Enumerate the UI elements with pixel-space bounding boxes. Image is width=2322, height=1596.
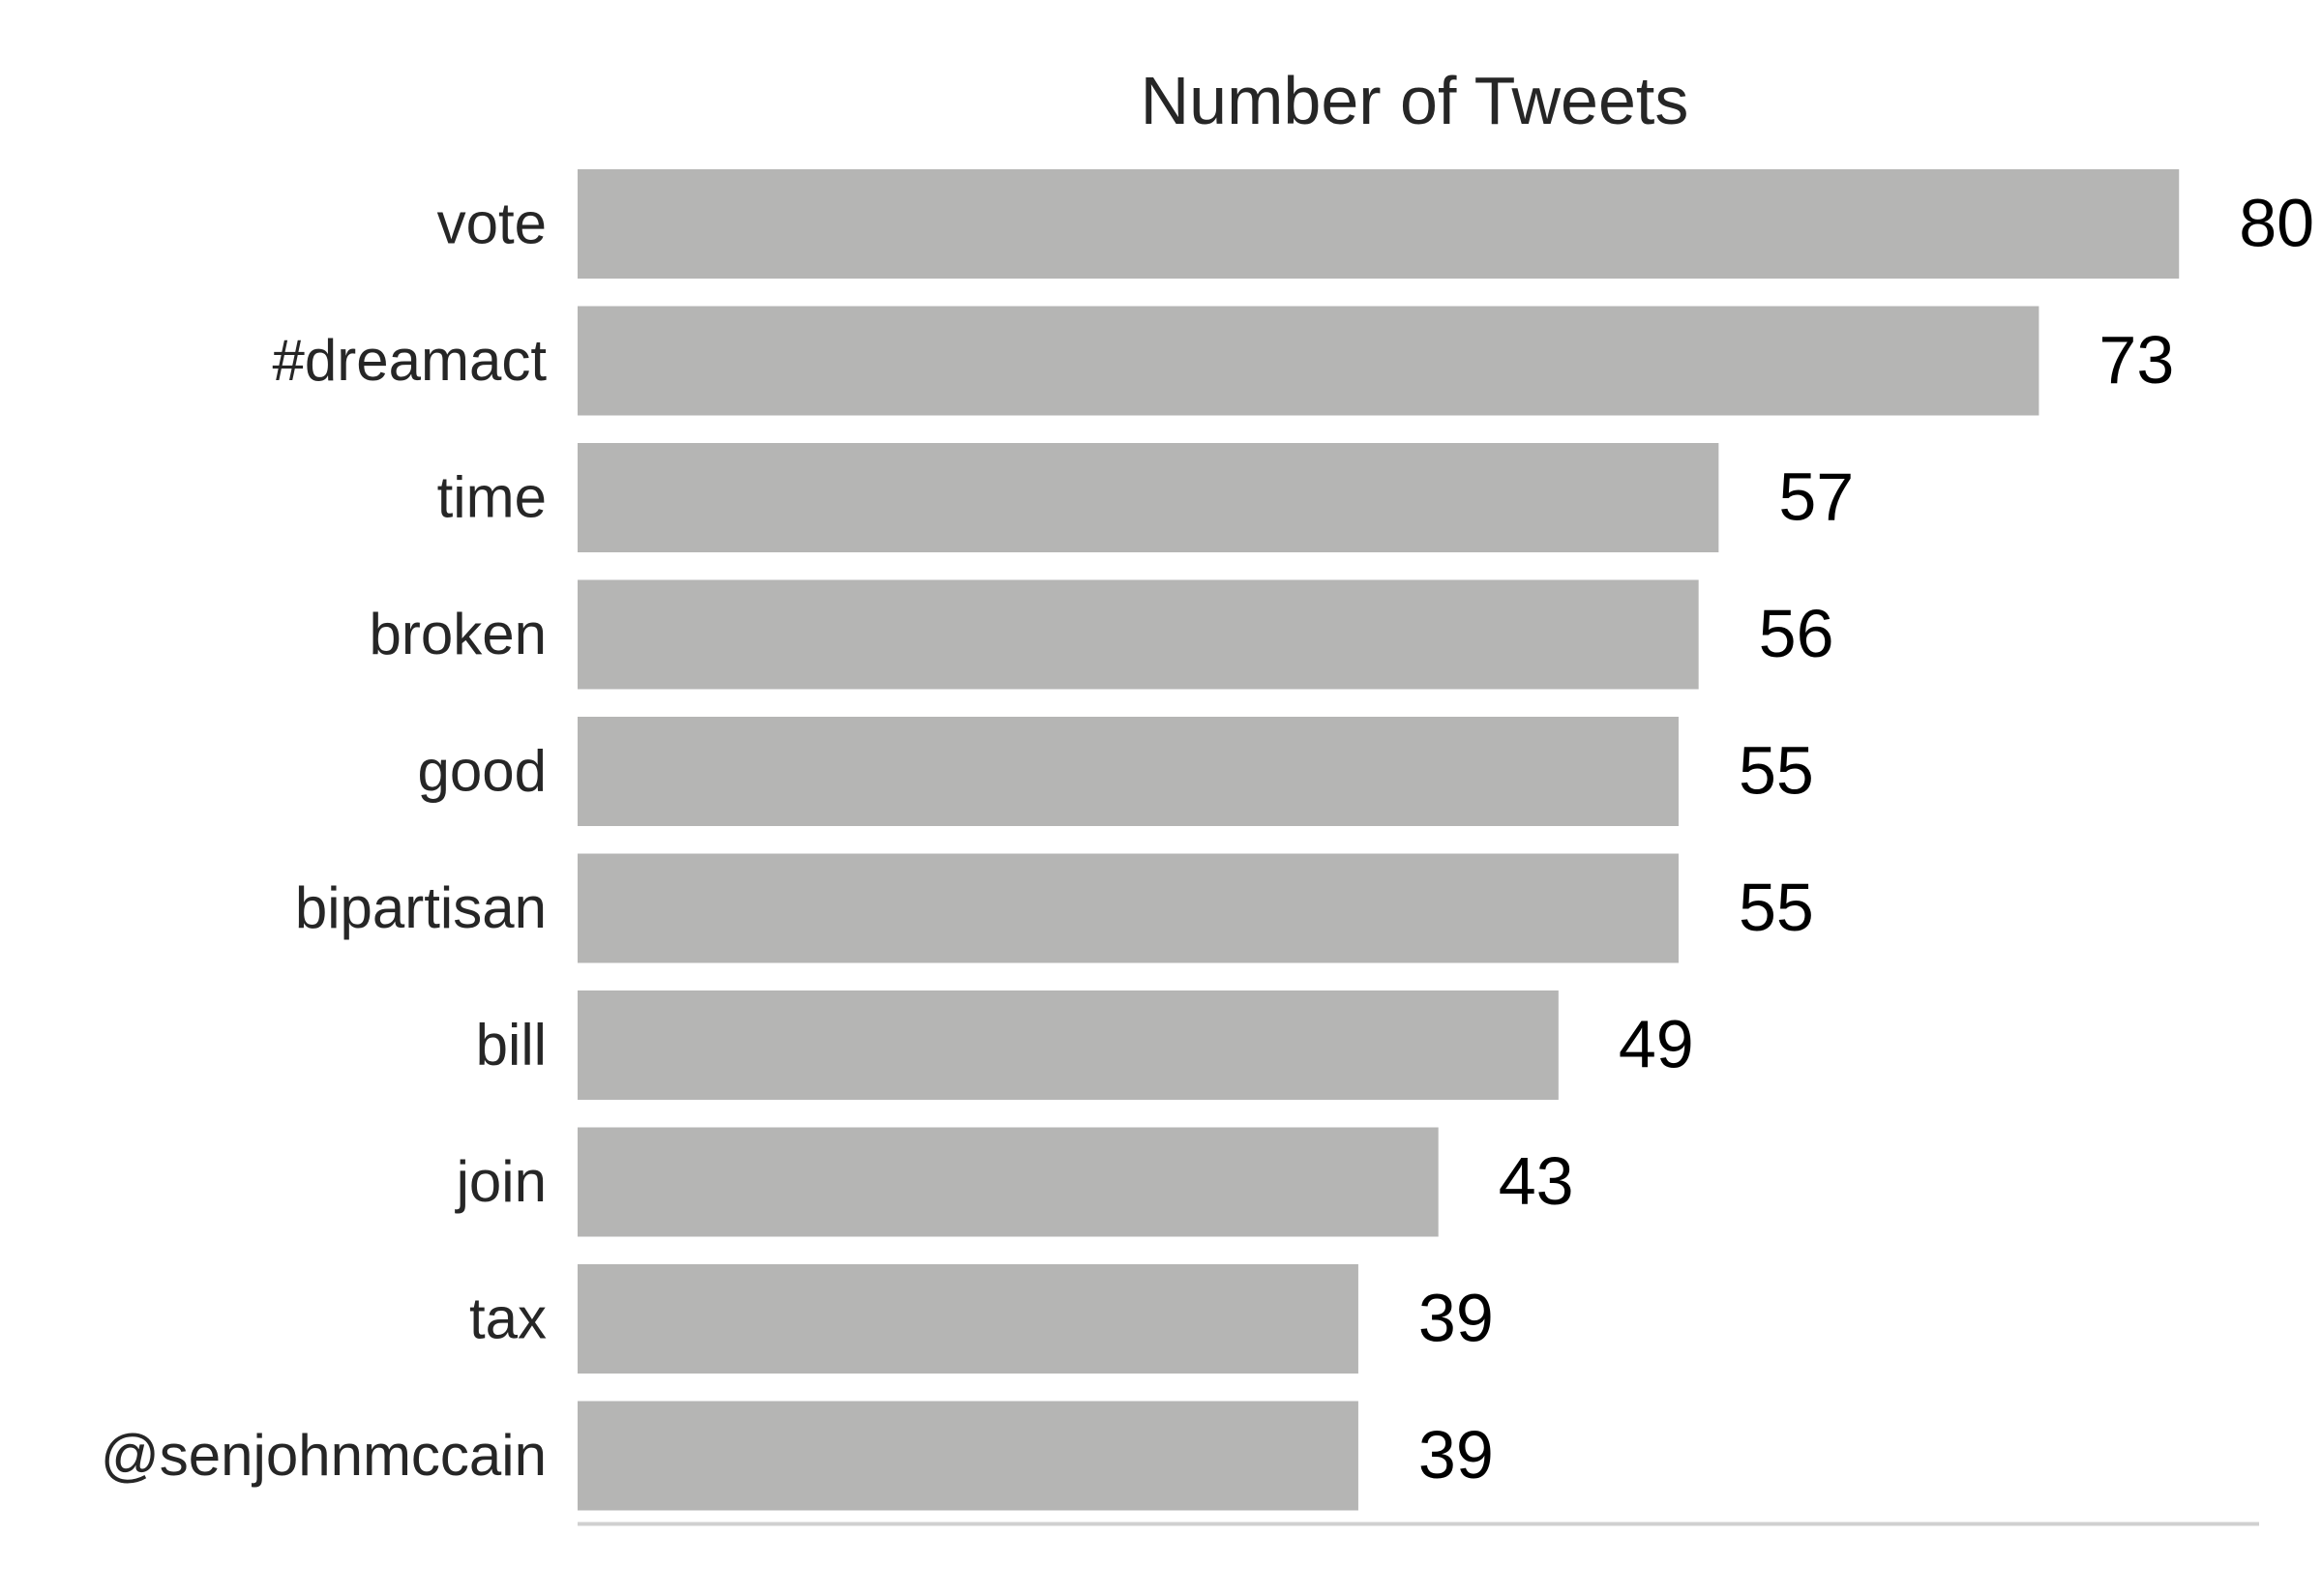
y-tick-label: vote [437, 192, 547, 256]
y-tick-label: broken [370, 602, 547, 666]
y-tick-label: #dreamact [273, 328, 548, 393]
category-tick-labels: vote #dreamact time broken good bipartisan bil… [101, 192, 547, 1489]
y-tick-label: join [455, 1149, 547, 1214]
y-tick-label: tax [469, 1286, 547, 1351]
data-label: 39 [1418, 1417, 1494, 1493]
data-label: 57 [1778, 459, 1854, 535]
data-label: 49 [1619, 1007, 1694, 1082]
y-tick-label: @senjohnmccain [101, 1423, 547, 1488]
bars-group [578, 169, 2180, 1511]
data-label: 80 [2239, 186, 2314, 261]
y-tick-label: bill [476, 1013, 547, 1078]
data-label: 43 [1499, 1143, 1574, 1219]
data-label: 56 [1759, 596, 1834, 671]
bar-0 [578, 169, 2180, 279]
y-tick-label: good [418, 739, 547, 804]
bar-7 [578, 1127, 1439, 1237]
bar-8 [578, 1264, 1358, 1374]
bar-5 [578, 853, 1679, 963]
data-label: 39 [1418, 1281, 1494, 1356]
bar-6 [578, 990, 1559, 1100]
bar-1 [578, 306, 2039, 416]
data-label: 55 [1739, 733, 1814, 809]
chart-title: Number of Tweets [1141, 63, 1689, 138]
bar-4 [578, 717, 1679, 826]
bar-3 [578, 579, 1699, 690]
data-label: 55 [1739, 870, 1814, 945]
y-tick-label: time [437, 465, 547, 530]
data-label: 73 [2099, 322, 2174, 398]
y-tick-label: bipartisan [295, 875, 547, 940]
bar-2 [578, 443, 1719, 552]
bar-9 [578, 1401, 1358, 1511]
